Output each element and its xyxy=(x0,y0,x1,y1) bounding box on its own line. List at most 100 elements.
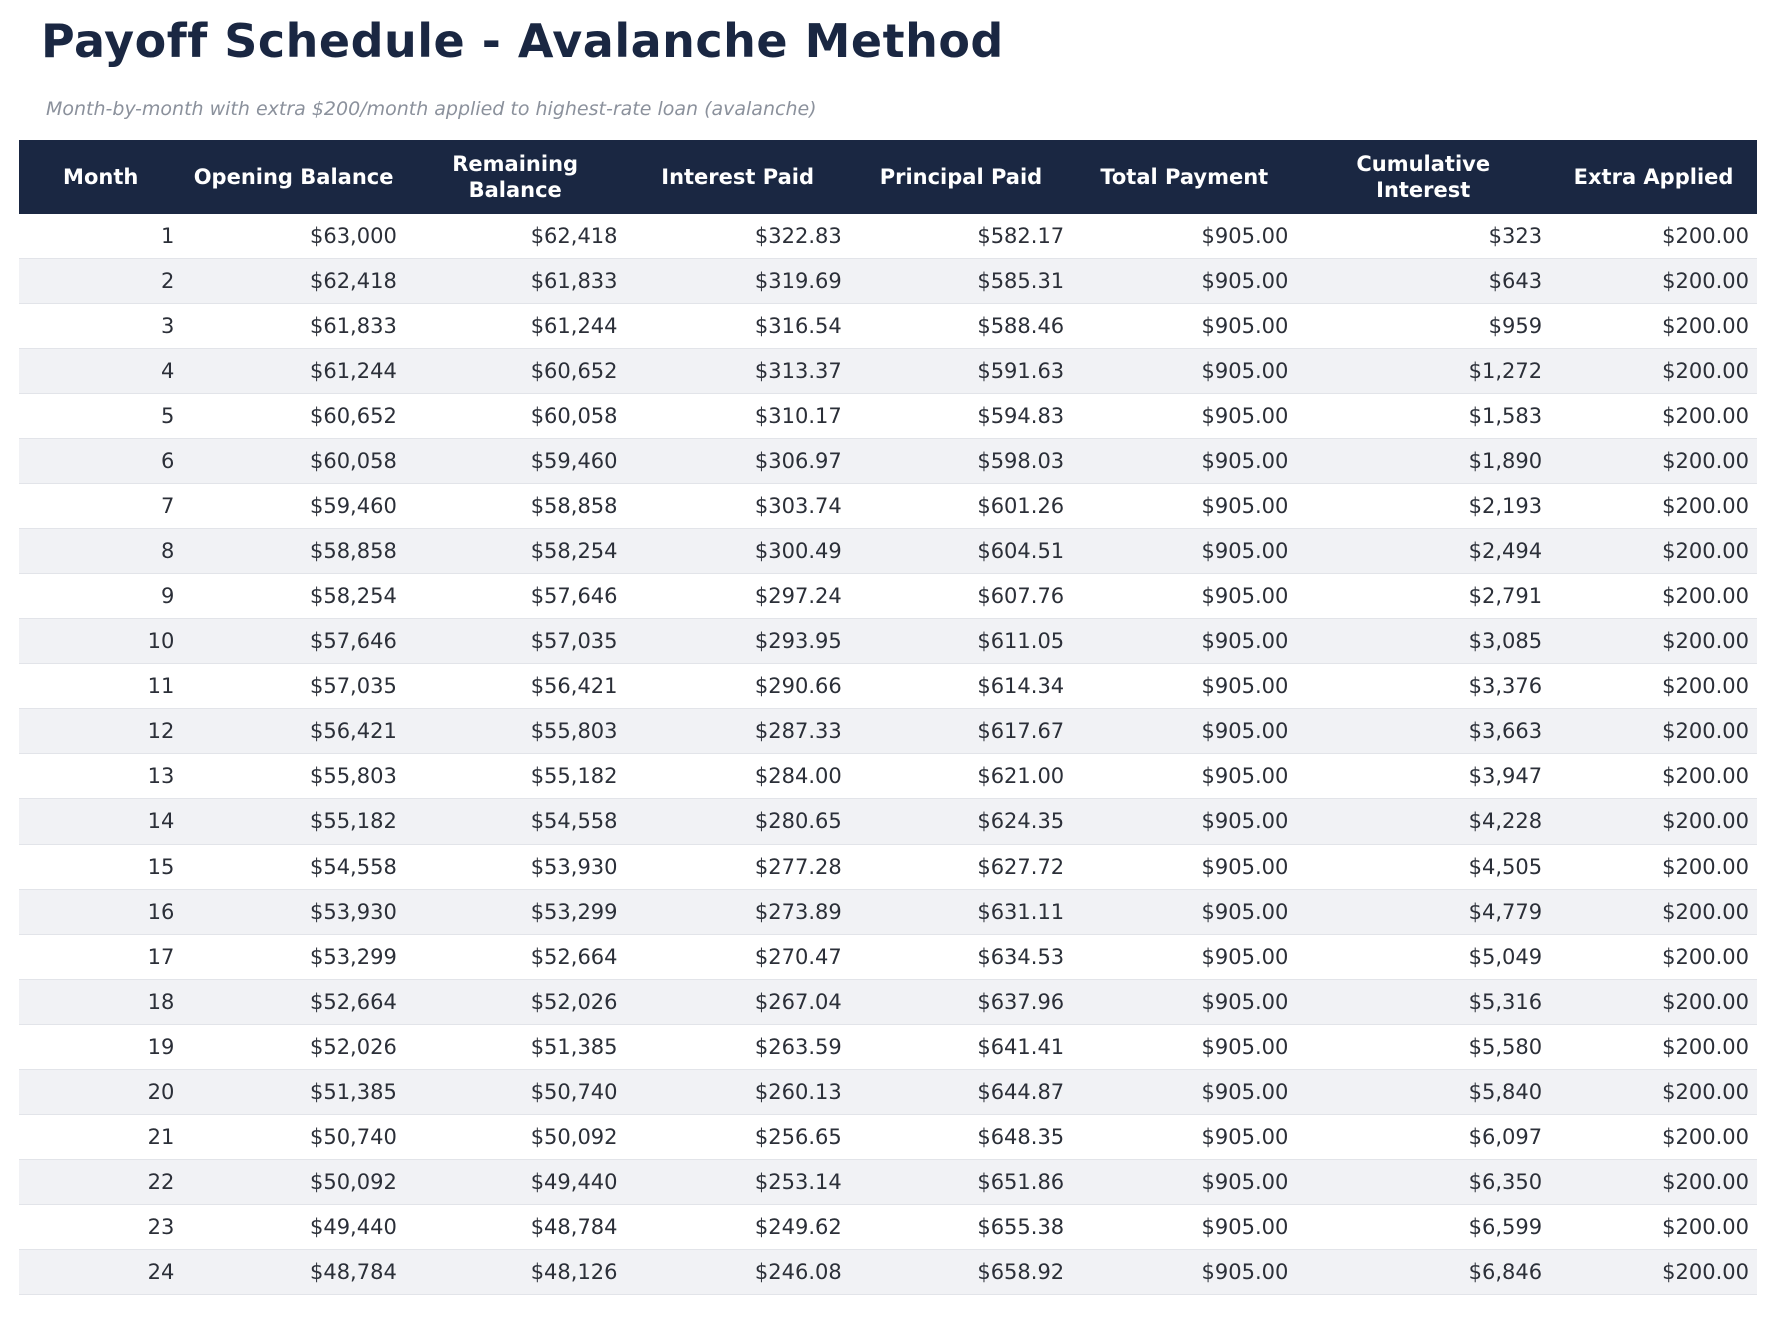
cell-total-payment: $905.00 xyxy=(1201,899,1289,924)
cell-principal-paid: $617.67 xyxy=(977,719,1065,744)
cell-interest-paid: $256.65 xyxy=(754,1124,842,1149)
cell-remaining-balance: $50,740 xyxy=(530,1079,618,1104)
cell-month: 1 xyxy=(160,224,175,249)
cell-total-payment: $905.00 xyxy=(1201,674,1289,699)
cell-cumulative-interest: $2,494 xyxy=(1468,539,1543,564)
cell-total-payment: $905.00 xyxy=(1201,809,1289,834)
cell-remaining-balance: $59,460 xyxy=(530,449,618,474)
cell-opening-balance: $53,930 xyxy=(309,899,397,924)
cell-total-payment: $905.00 xyxy=(1201,989,1289,1014)
cell-month: 19 xyxy=(147,1034,175,1059)
cell-month: 23 xyxy=(147,1214,175,1239)
cell-cumulative-interest: $3,947 xyxy=(1468,764,1543,789)
cell-interest-paid: $263.59 xyxy=(754,1034,842,1059)
cell-month: 8 xyxy=(160,539,175,564)
col-header-total-payment: Total Payment xyxy=(1072,140,1297,215)
cell-total-payment: $905.00 xyxy=(1201,224,1289,249)
cell-remaining-balance: $48,126 xyxy=(530,1259,618,1284)
table-row: 20 $51,385 $50,740 $260.13 $644.87 $905.… xyxy=(19,1069,1757,1115)
cell-interest-paid: $270.47 xyxy=(754,944,842,969)
cell-extra-applied: $200.00 xyxy=(1662,584,1749,609)
cell-principal-paid: $611.05 xyxy=(977,629,1065,654)
table-row: 5 $60,652 $60,058 $310.17 $594.83 $905.0… xyxy=(19,393,1757,439)
cell-opening-balance: $51,385 xyxy=(309,1079,397,1104)
cell-total-payment: $905.00 xyxy=(1201,539,1289,564)
cell-extra-applied: $200.00 xyxy=(1662,494,1749,519)
cell-extra-applied: $200.00 xyxy=(1662,269,1749,294)
cell-remaining-balance: $57,646 xyxy=(530,584,618,609)
page-subtitle: Month-by-month with extra $200/month app… xyxy=(46,98,817,120)
cell-opening-balance: $55,182 xyxy=(309,809,397,834)
cell-interest-paid: $260.13 xyxy=(754,1079,842,1104)
cell-extra-applied: $200.00 xyxy=(1662,404,1749,429)
cell-total-payment: $905.00 xyxy=(1201,719,1289,744)
cell-month: 12 xyxy=(147,719,175,744)
cell-cumulative-interest: $4,779 xyxy=(1468,899,1543,924)
cell-principal-paid: $614.34 xyxy=(977,674,1065,699)
cell-interest-paid: $273.89 xyxy=(754,899,842,924)
cell-remaining-balance: $61,833 xyxy=(530,269,618,294)
cell-month: 7 xyxy=(160,494,175,519)
table-body: 1 $63,000 $62,418 $322.83 $582.17 $905.0… xyxy=(19,214,1757,1295)
table-row: 21 $50,740 $50,092 $256.65 $648.35 $905.… xyxy=(19,1114,1757,1160)
cell-extra-applied: $200.00 xyxy=(1662,314,1749,339)
cell-cumulative-interest: $323 xyxy=(1488,224,1543,249)
cell-cumulative-interest: $2,193 xyxy=(1468,494,1543,519)
cell-opening-balance: $48,784 xyxy=(309,1259,397,1284)
cell-opening-balance: $58,858 xyxy=(309,539,397,564)
cell-principal-paid: $631.11 xyxy=(977,899,1065,924)
cell-remaining-balance: $54,558 xyxy=(530,809,618,834)
cell-cumulative-interest: $6,599 xyxy=(1468,1214,1543,1239)
cell-opening-balance: $62,418 xyxy=(309,269,397,294)
cell-month: 22 xyxy=(147,1169,175,1194)
cell-cumulative-interest: $5,049 xyxy=(1468,944,1543,969)
cell-cumulative-interest: $3,376 xyxy=(1468,674,1543,699)
cell-cumulative-interest: $4,505 xyxy=(1468,854,1543,879)
cell-extra-applied: $200.00 xyxy=(1662,1259,1749,1284)
cell-month: 13 xyxy=(147,764,175,789)
cell-remaining-balance: $61,244 xyxy=(530,314,618,339)
cell-month: 4 xyxy=(160,359,175,384)
cell-remaining-balance: $53,299 xyxy=(530,899,618,924)
table-row: 10 $57,646 $57,035 $293.95 $611.05 $905.… xyxy=(19,618,1757,664)
cell-interest-paid: $277.28 xyxy=(754,854,842,879)
cell-month: 16 xyxy=(147,899,175,924)
cell-month: 17 xyxy=(147,944,175,969)
cell-cumulative-interest: $3,085 xyxy=(1468,629,1543,654)
col-header-principal-paid: Principal Paid xyxy=(849,140,1073,215)
cell-remaining-balance: $51,385 xyxy=(530,1034,618,1059)
cell-opening-balance: $63,000 xyxy=(309,224,397,249)
table-row: 2 $62,418 $61,833 $319.69 $585.31 $905.0… xyxy=(19,258,1757,304)
col-header-cumulative-interest: Cumulative Interest xyxy=(1296,140,1551,215)
col-header-remaining-balance: Remaining Balance xyxy=(404,140,626,215)
cell-extra-applied: $200.00 xyxy=(1662,719,1749,744)
table-row: 7 $59,460 $58,858 $303.74 $601.26 $905.0… xyxy=(19,483,1757,529)
cell-month: 18 xyxy=(147,989,175,1014)
cell-opening-balance: $50,092 xyxy=(309,1169,397,1194)
cell-total-payment: $905.00 xyxy=(1201,1169,1289,1194)
cell-opening-balance: $52,026 xyxy=(309,1034,397,1059)
cell-opening-balance: $54,558 xyxy=(309,854,397,879)
cell-cumulative-interest: $5,840 xyxy=(1468,1079,1543,1104)
cell-remaining-balance: $50,092 xyxy=(530,1124,618,1149)
cell-extra-applied: $200.00 xyxy=(1662,899,1749,924)
cell-total-payment: $905.00 xyxy=(1201,764,1289,789)
cell-extra-applied: $200.00 xyxy=(1662,944,1749,969)
cell-principal-paid: $658.92 xyxy=(977,1259,1065,1284)
cell-principal-paid: $637.96 xyxy=(977,989,1065,1014)
cell-cumulative-interest: $5,316 xyxy=(1468,989,1543,1014)
cell-interest-paid: $253.14 xyxy=(754,1169,842,1194)
cell-extra-applied: $200.00 xyxy=(1662,764,1749,789)
cell-opening-balance: $61,244 xyxy=(309,359,397,384)
cell-opening-balance: $60,652 xyxy=(309,404,397,429)
cell-remaining-balance: $56,421 xyxy=(530,674,618,699)
cell-cumulative-interest: $643 xyxy=(1488,269,1543,294)
table-row: 22 $50,092 $49,440 $253.14 $651.86 $905.… xyxy=(19,1159,1757,1205)
cell-principal-paid: $655.38 xyxy=(977,1214,1065,1239)
cell-extra-applied: $200.00 xyxy=(1662,674,1749,699)
col-header-month: Month xyxy=(19,140,183,215)
cell-principal-paid: $621.00 xyxy=(977,764,1065,789)
cell-principal-paid: $607.76 xyxy=(977,584,1065,609)
cell-interest-paid: $290.66 xyxy=(754,674,842,699)
